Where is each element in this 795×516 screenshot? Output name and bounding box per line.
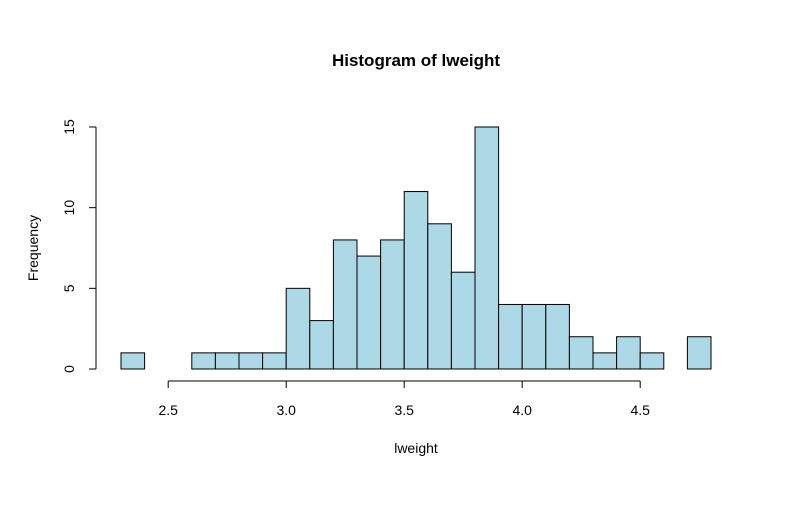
y-axis-label: Frequency xyxy=(25,215,41,281)
histogram-bar xyxy=(498,303,523,370)
histogram-bar xyxy=(474,126,500,370)
y-tick-label: 0 xyxy=(61,365,77,373)
histogram-bar xyxy=(521,303,547,370)
bars-group xyxy=(120,126,712,370)
x-tick-label: 2.5 xyxy=(158,402,178,418)
y-tick-label: 15 xyxy=(61,119,77,135)
histogram-bar xyxy=(403,191,429,370)
histogram-bar xyxy=(238,352,264,370)
histogram-bar xyxy=(450,271,476,370)
histogram-bar xyxy=(120,352,146,370)
histogram-bar xyxy=(545,303,570,370)
histogram-bar xyxy=(427,223,452,370)
histogram-bar xyxy=(214,352,240,370)
histogram-bar xyxy=(568,336,594,370)
histogram-bar xyxy=(262,352,287,370)
histogram-bar xyxy=(686,336,712,370)
histogram-bar xyxy=(332,239,358,370)
histogram-bar xyxy=(285,287,311,370)
x-tick-label: 3.5 xyxy=(394,402,414,418)
histogram-bar xyxy=(616,336,641,370)
histogram-bar xyxy=(309,320,334,370)
x-axis: 2.5 3.0 3.5 4.0 4.5 xyxy=(158,380,650,418)
y-axis: 0 5 10 15 xyxy=(61,119,97,373)
histogram-bar xyxy=(191,352,216,370)
y-tick-label: 5 xyxy=(61,284,77,292)
histogram-bar xyxy=(592,352,618,370)
chart-title: Histogram of lweight xyxy=(332,51,500,70)
x-tick-label: 4.0 xyxy=(512,402,532,418)
x-axis-label: lweight xyxy=(394,440,438,456)
x-tick-label: 3.0 xyxy=(276,402,296,418)
histogram-bar xyxy=(356,255,382,370)
y-tick-label: 10 xyxy=(61,200,77,216)
histogram-bar xyxy=(380,239,405,370)
x-tick-label: 4.5 xyxy=(630,402,650,418)
histogram-bar xyxy=(639,352,665,370)
